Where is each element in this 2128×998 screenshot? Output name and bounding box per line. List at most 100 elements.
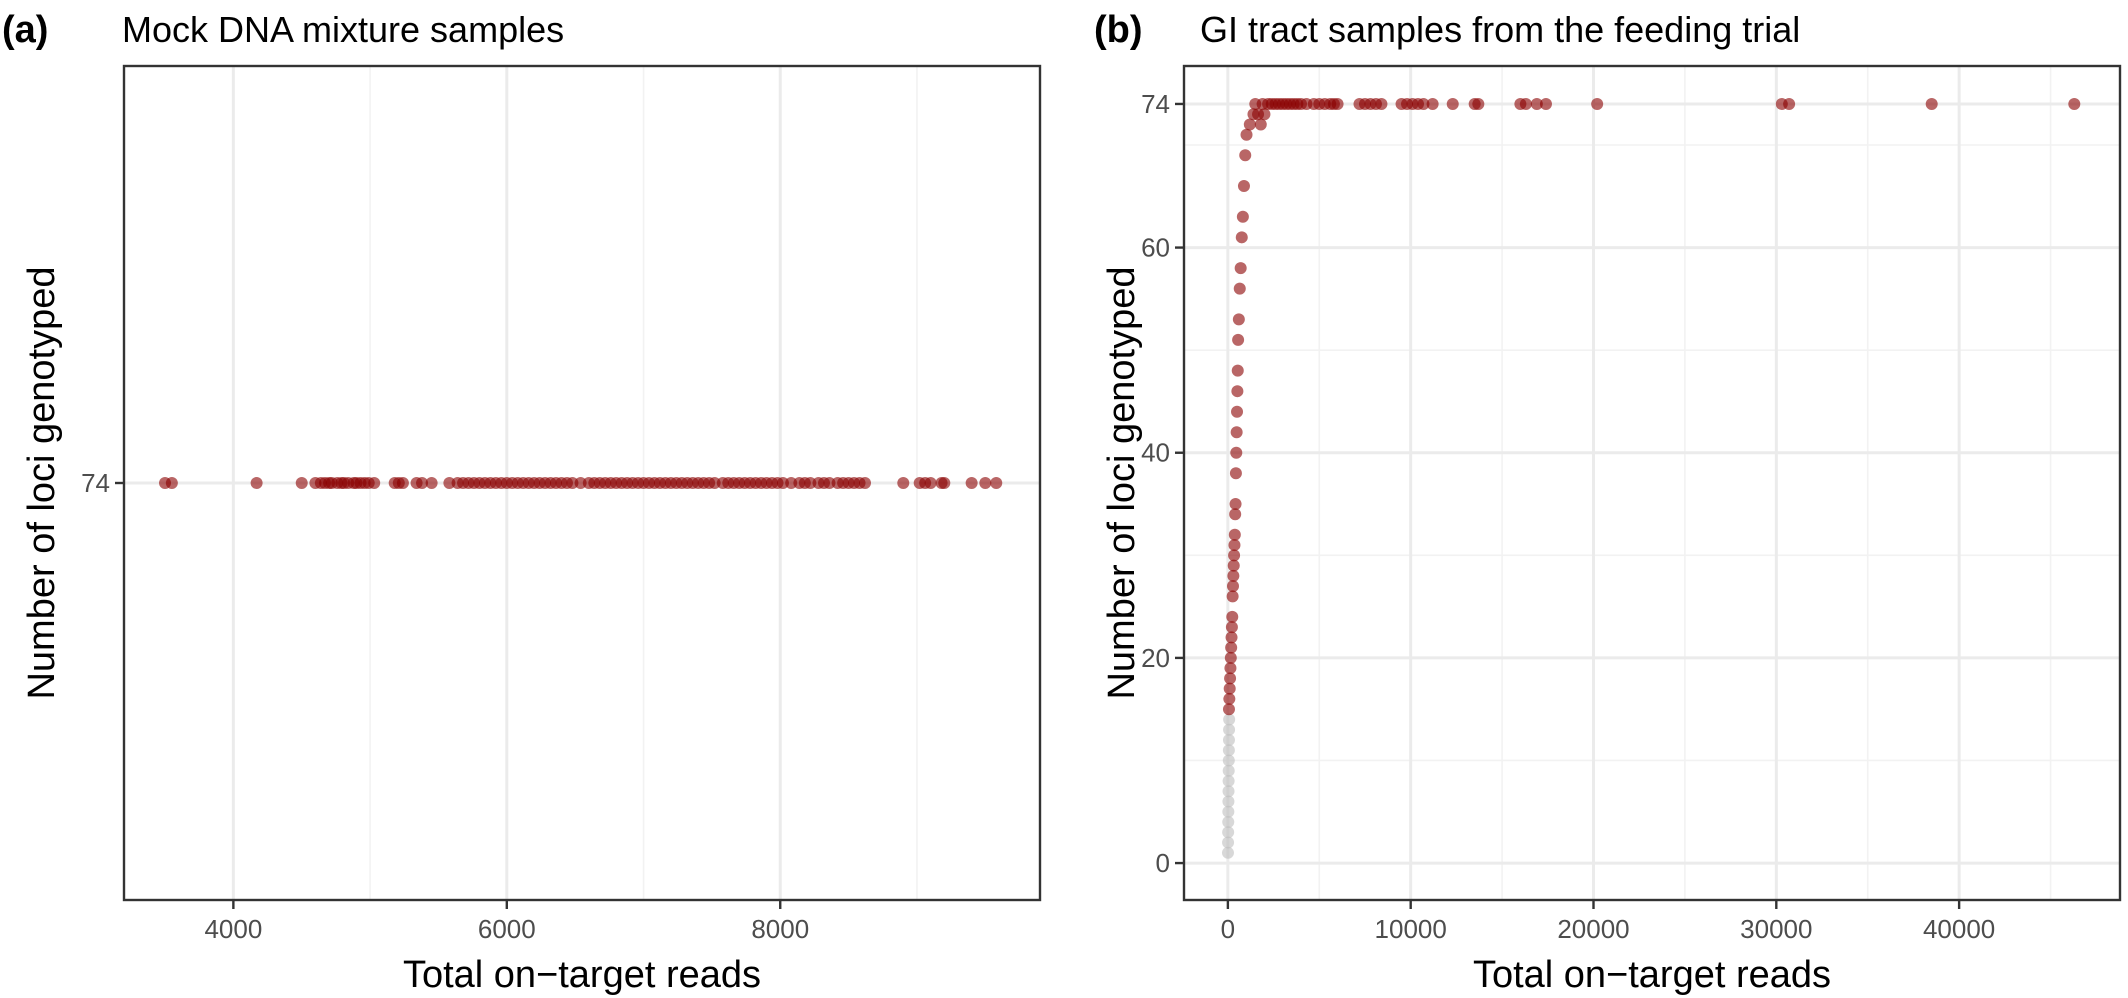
data-point: [1228, 528, 1241, 541]
y-tick-label: 0: [1156, 848, 1170, 878]
panel-b-y-axis-title: Number of loci genotyped: [1101, 266, 1143, 699]
y-tick-label: 74: [81, 468, 110, 498]
data-point: [1223, 723, 1236, 736]
data-point: [1229, 498, 1242, 511]
data-point: [1237, 180, 1250, 193]
data-point: [295, 477, 308, 489]
data-point: [250, 477, 263, 489]
panel-b-title: GI tract samples from the feeding trial: [1200, 9, 1800, 50]
data-point: [1223, 682, 1236, 695]
data-point: [1783, 97, 1796, 110]
data-point: [2068, 97, 2081, 110]
data-point: [1530, 97, 1543, 110]
x-tick-label: 0: [1221, 914, 1235, 944]
x-tick-label: 10000: [1375, 914, 1447, 944]
panel-b: (b) GI tract samples from the feeding tr…: [1094, 9, 2122, 996]
data-point: [859, 477, 872, 489]
data-point: [1231, 385, 1244, 398]
data-point: [1235, 231, 1248, 244]
data-point: [1236, 210, 1249, 223]
data-point: [1223, 692, 1236, 705]
panel-a-x-axis-title: Total on−target reads: [403, 954, 761, 996]
data-point: [165, 477, 178, 489]
panel-a-axes: 4000 6000 8000 74: [81, 468, 809, 944]
data-point: [1224, 662, 1237, 675]
data-point: [1223, 713, 1236, 726]
panel-a-tag: (a): [2, 9, 48, 51]
data-point: [1227, 569, 1240, 582]
data-point: [1446, 97, 1459, 110]
data-point: [924, 477, 937, 489]
data-point: [965, 477, 978, 489]
data-point: [1229, 508, 1242, 521]
panel-b-points: [1221, 97, 2081, 859]
data-point: [396, 477, 409, 489]
data-point: [823, 477, 836, 489]
data-point: [1226, 580, 1239, 593]
data-point: [1231, 364, 1244, 377]
data-point: [1222, 744, 1235, 757]
data-point: [1222, 703, 1235, 716]
data-point: [804, 477, 817, 489]
data-point: [1222, 805, 1235, 818]
data-point: [1225, 631, 1238, 644]
data-point: [1226, 610, 1239, 623]
data-point: [1232, 313, 1245, 326]
x-tick-label: 6000: [478, 914, 536, 944]
data-point: [566, 477, 579, 489]
data-point: [425, 477, 438, 489]
data-point: [1227, 559, 1240, 572]
panel-a: (a) Mock DNA mixture samples 4000 6000 800…: [2, 9, 1042, 996]
data-point: [1243, 118, 1256, 131]
data-point: [1225, 621, 1238, 634]
data-point: [1222, 754, 1235, 767]
y-tick-label: 20: [1141, 643, 1170, 673]
panel-b-x-axis-title: Total on−target reads: [1473, 954, 1831, 996]
data-point: [1228, 549, 1241, 562]
data-point: [785, 477, 798, 489]
data-point: [990, 477, 1003, 489]
data-point: [1225, 641, 1238, 654]
data-point: [1254, 118, 1267, 131]
y-tick-label: 60: [1141, 233, 1170, 263]
data-point: [416, 477, 429, 489]
data-point: [1231, 405, 1244, 418]
data-point: [1224, 672, 1237, 685]
data-point: [938, 477, 951, 489]
panel-b-plot-frame: [1182, 64, 2122, 902]
data-point: [1234, 262, 1247, 275]
data-point: [776, 477, 789, 489]
data-point: [1375, 97, 1388, 110]
data-point: [1472, 97, 1485, 110]
data-point: [1230, 446, 1243, 459]
data-point: [1229, 467, 1242, 480]
data-point: [708, 477, 721, 489]
data-point: [1222, 785, 1235, 798]
data-point: [1925, 97, 1938, 110]
data-point: [574, 477, 587, 489]
data-point: [1222, 733, 1235, 746]
y-tick-label: 40: [1141, 438, 1170, 468]
x-tick-label: 40000: [1923, 914, 1995, 944]
panel-a-y-axis-title: Number of loci genotyped: [21, 266, 63, 699]
data-point: [443, 477, 456, 489]
data-point: [1331, 97, 1344, 110]
panel-b-axes: 0 10000 20000 30000 40000 0 20 40 60 74: [1141, 89, 1995, 944]
x-tick-label: 20000: [1557, 914, 1629, 944]
x-tick-label: 4000: [204, 914, 262, 944]
data-point: [1240, 128, 1253, 141]
data-point: [1591, 97, 1604, 110]
data-point: [1222, 816, 1235, 829]
data-point: [1222, 836, 1235, 849]
panel-a-points: [159, 477, 1003, 489]
data-point: [1222, 795, 1235, 808]
data-point: [1258, 108, 1271, 121]
data-point: [1222, 775, 1235, 788]
data-point: [1233, 282, 1246, 295]
panel-a-title: Mock DNA mixture samples: [122, 9, 564, 50]
data-point: [1232, 333, 1245, 346]
data-point: [1222, 764, 1235, 777]
data-point: [979, 477, 992, 489]
data-point: [1539, 97, 1552, 110]
